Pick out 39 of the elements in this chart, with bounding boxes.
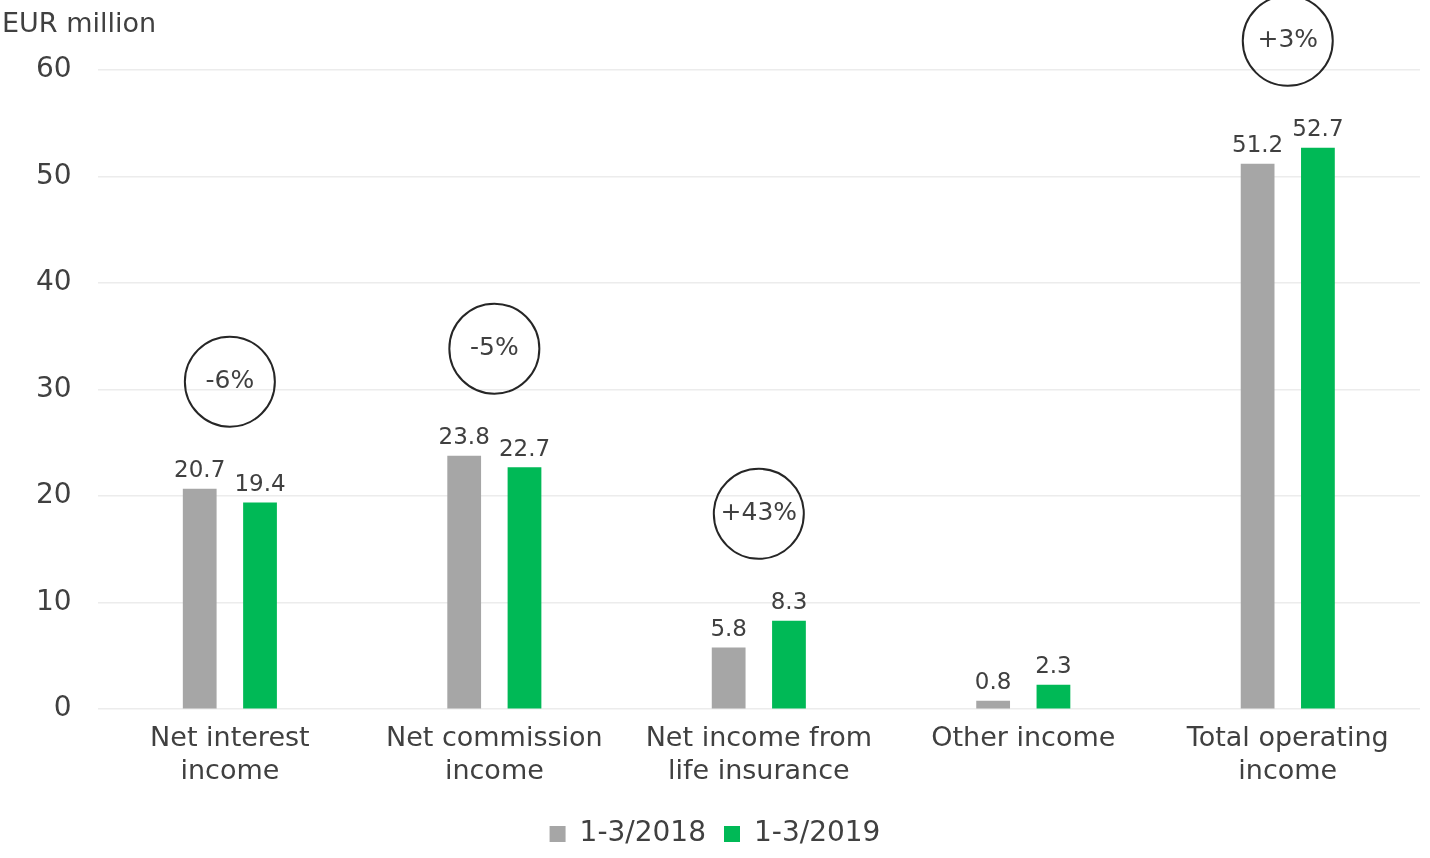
x-tick-label: Net commission income — [385, 721, 603, 785]
data-label: 0.8 — [974, 668, 1012, 695]
bar — [1240, 163, 1275, 709]
text: +3% — [1257, 24, 1319, 54]
y-tick-label: 50 — [35, 157, 72, 191]
y-tick-label: 10 — [35, 583, 72, 617]
bar — [1036, 684, 1071, 709]
legend-label: 1-3/2018 — [579, 815, 707, 849]
x-tick-label: Other income — [931, 721, 1116, 753]
data-label: 5.8 — [710, 614, 747, 641]
annotation: -6% — [205, 365, 255, 395]
data-label: 22.7 — [498, 434, 551, 461]
data-label: 51.2 — [1232, 131, 1284, 158]
x-tick-label: Net interest income — [150, 721, 310, 785]
x-tick-label: Net income from life insurance — [645, 721, 872, 785]
x-tick-label: Total operating income — [1185, 721, 1389, 785]
data-label: 23.8 — [438, 423, 490, 450]
bar — [447, 455, 482, 709]
data-label: 2.3 — [1035, 652, 1072, 679]
y-tick-label: 60 — [35, 51, 72, 85]
data-label: 19.4 — [234, 469, 286, 496]
annotation: -5% — [470, 332, 519, 362]
y-tick-label: 30 — [35, 370, 72, 404]
data-label: 52.7 — [1292, 115, 1344, 142]
y-tick-label: 40 — [35, 264, 72, 298]
bar — [243, 502, 277, 709]
bar — [976, 700, 1011, 709]
y-tick-label: 0 — [53, 690, 72, 724]
bar — [507, 467, 542, 709]
data-label: 8.3 — [770, 588, 808, 615]
y-tick-label: 20 — [35, 477, 72, 511]
bar — [182, 488, 217, 709]
bar — [1301, 147, 1335, 709]
bar — [772, 620, 806, 709]
y-axis-title: EUR million — [2, 7, 157, 39]
annotation: +43% — [720, 497, 798, 527]
legend-label: 1-3/2019 — [754, 815, 881, 849]
bar — [711, 647, 746, 709]
data-label: 20.7 — [174, 456, 226, 483]
